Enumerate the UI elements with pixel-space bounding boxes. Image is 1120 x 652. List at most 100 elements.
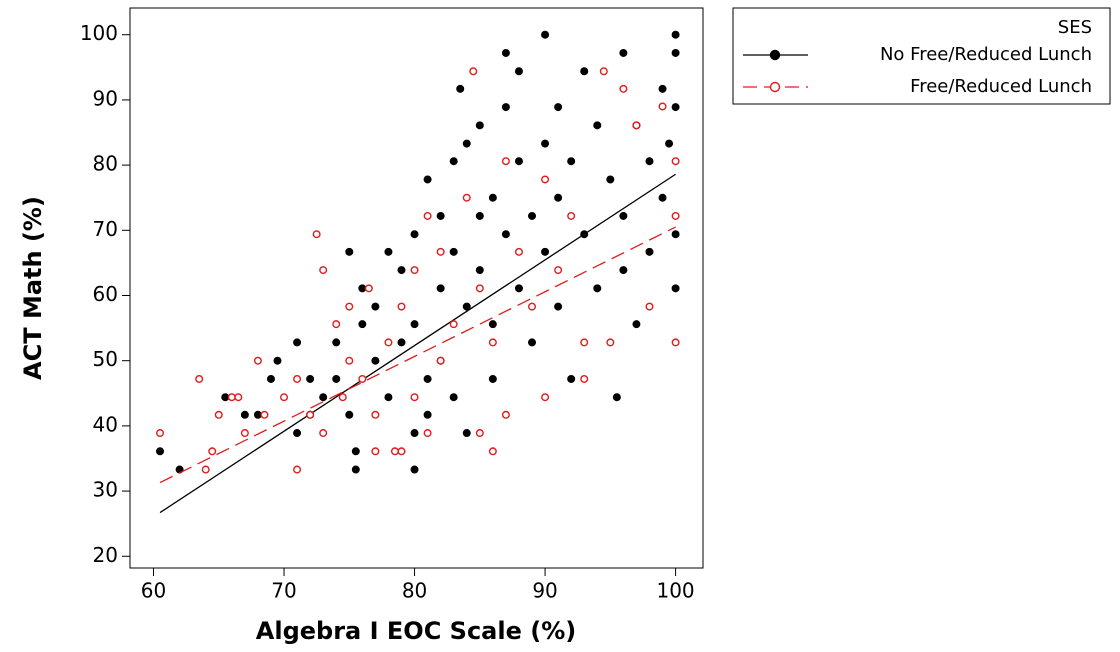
point [488,374,497,383]
point [234,393,243,402]
point [221,393,230,402]
point [501,48,510,57]
legend-marker [769,49,781,61]
point [671,338,680,347]
point [658,102,667,111]
x-tick-label: 80 [402,579,427,603]
point [449,393,458,402]
point [488,447,497,456]
y-tick-label: 80 [93,152,118,176]
point [345,356,354,365]
point [488,338,497,347]
fit-line [159,173,676,514]
point [423,429,432,438]
x-tick-label: 60 [141,579,166,603]
point [554,103,563,112]
point [462,302,471,311]
y-tick-label: 90 [93,86,118,110]
point [436,211,445,220]
y-tick-label: 50 [93,347,118,371]
point [462,193,471,202]
point [293,429,302,438]
point [658,84,667,93]
y-tick-label: 70 [93,217,118,241]
point [156,429,165,438]
point [214,410,223,419]
point [449,320,458,329]
x-tick-label: 90 [532,579,557,603]
point [501,230,510,239]
point [293,338,302,347]
point [390,447,399,456]
point [345,302,354,311]
point [351,447,360,456]
point [475,121,484,130]
point [671,284,680,293]
point [371,410,380,419]
point [266,374,275,383]
y-tick-label: 40 [93,412,118,436]
fit-line [159,226,676,484]
point [345,410,354,419]
point [436,356,445,365]
point [345,247,354,256]
point [384,393,393,402]
point [619,84,628,93]
point [195,374,204,383]
point [293,374,302,383]
point [397,302,406,311]
point [488,320,497,329]
point [397,266,406,275]
point [273,356,282,365]
point [658,193,667,202]
point [227,393,236,402]
point [384,338,393,347]
y-tick-label: 20 [93,543,118,567]
point [371,302,380,311]
point [528,302,537,311]
point [619,211,628,220]
point [501,103,510,112]
point [423,211,432,220]
point [475,266,484,275]
point [319,266,328,275]
y-axis-title: ACT Math (%) [19,196,47,380]
point [475,429,484,438]
point [410,465,419,474]
point [397,338,406,347]
point [436,247,445,256]
point [351,465,360,474]
point [541,247,550,256]
point [554,266,563,275]
point [332,338,341,347]
point [208,447,217,456]
point [312,230,321,239]
x-tick-label: 70 [271,579,296,603]
point [541,393,550,402]
point [449,247,458,256]
point [410,230,419,239]
point [541,30,550,39]
point [423,410,432,419]
point [593,284,602,293]
y-tick-label: 100 [80,21,118,45]
point [371,356,380,365]
point [567,374,576,383]
plot-frame [129,7,704,569]
point [671,30,680,39]
point [514,67,523,76]
point [567,211,576,220]
point [319,393,328,402]
point [253,410,262,419]
point [554,302,563,311]
point [632,121,641,130]
point [423,175,432,184]
point [645,247,654,256]
point [567,157,576,166]
point [580,338,589,347]
point [462,139,471,148]
point [410,429,419,438]
point [488,193,497,202]
point [612,393,621,402]
point [449,157,458,166]
